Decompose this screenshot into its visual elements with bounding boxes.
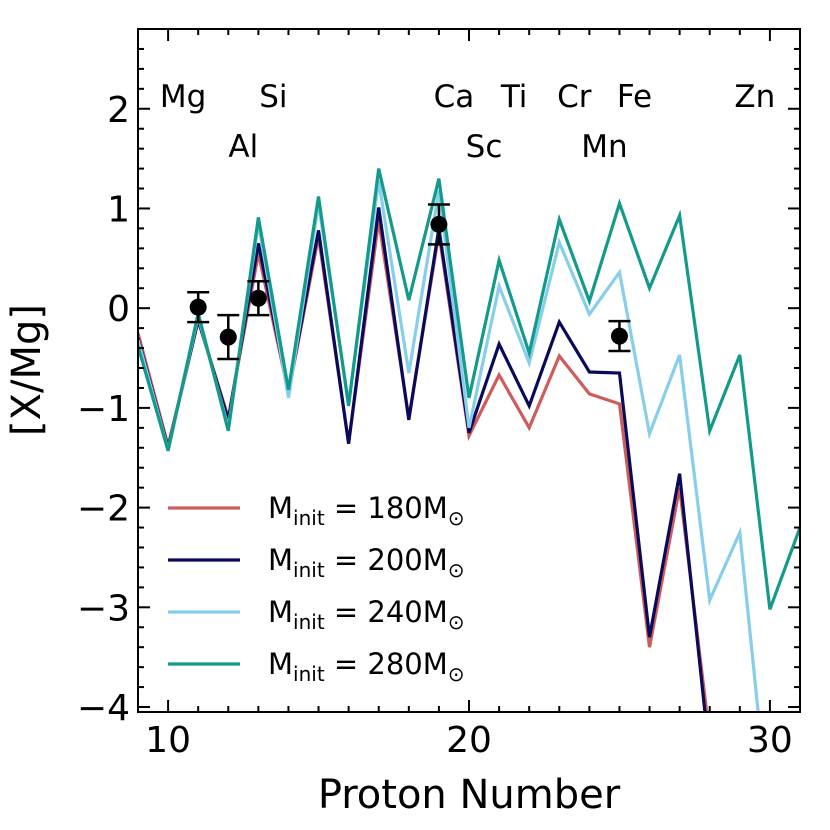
legend-entry-1: Minit = 180M⊙	[168, 491, 465, 530]
legend-entry-2: Minit = 200M⊙	[168, 543, 465, 582]
legend-label-rest: = 200M	[325, 543, 448, 577]
legend-label-sym: ⊙	[448, 610, 465, 634]
element-label-zn: Zn	[734, 79, 775, 115]
observation-marker	[249, 289, 267, 307]
element-label-al: Al	[228, 129, 258, 165]
element-label-sc: Sc	[466, 129, 503, 165]
observation-2	[217, 313, 240, 361]
y-tick-label: 2	[107, 90, 130, 131]
element-label-mn: Mn	[581, 129, 627, 165]
element-label-mg: Mg	[160, 79, 206, 115]
legend-entry-3: Minit = 240M⊙	[168, 595, 465, 634]
y-tick-label: −3	[77, 588, 130, 629]
observation-marker	[219, 328, 237, 346]
plot-background	[138, 29, 800, 712]
observation-1	[187, 290, 210, 324]
x-tick-label: 20	[446, 720, 492, 761]
element-label-si: Si	[259, 79, 287, 115]
legend-entry-4: Minit = 280M⊙	[168, 647, 465, 686]
y-tick-label: −4	[77, 688, 130, 729]
legend-label-base: M	[268, 543, 293, 577]
legend-label: Minit = 180M⊙	[268, 491, 465, 530]
x-tick-label: 30	[747, 720, 793, 761]
legend-label-base: M	[268, 491, 293, 525]
legend-label-sub: init	[293, 662, 325, 686]
legend-label-sym: ⊙	[448, 558, 465, 582]
y-tick-label: 0	[107, 289, 130, 330]
tick-layer	[137, 28, 801, 712]
legend: Minit = 180M⊙Minit = 200M⊙Minit = 240M⊙M…	[168, 491, 465, 686]
legend-label-sub: init	[293, 610, 325, 634]
x-axis-title: Proton Number	[318, 772, 621, 818]
legend-label: Minit = 240M⊙	[268, 595, 465, 634]
legend-label-base: M	[268, 595, 293, 629]
observation-4	[427, 203, 450, 246]
x-tick-label: 10	[145, 720, 191, 761]
series-layer	[138, 168, 800, 712]
legend-label-sub: init	[293, 558, 325, 582]
observation-3	[247, 280, 270, 317]
observation-marker	[610, 327, 628, 345]
observation-marker	[430, 215, 448, 233]
element-label-ti: Ti	[500, 79, 528, 115]
y-tick-label: 1	[107, 189, 130, 230]
observation-layer	[187, 203, 631, 361]
y-tick-label: −2	[77, 489, 130, 530]
element-label-fe: Fe	[617, 79, 652, 115]
legend-label-sym: ⊙	[448, 662, 465, 686]
legend-label-sym: ⊙	[448, 506, 465, 530]
y-axis-title: [X/Mg]	[4, 304, 50, 436]
element-label-cr: Cr	[557, 79, 592, 115]
observation-5	[608, 319, 631, 353]
legend-label: Minit = 200M⊙	[268, 543, 465, 582]
series-line-4	[138, 168, 800, 610]
y-tick-label: −1	[77, 389, 130, 430]
legend-label-rest: = 240M	[325, 595, 448, 629]
legend-label-rest: = 180M	[325, 491, 448, 525]
observation-marker	[189, 298, 207, 316]
element-label-ca: Ca	[434, 79, 475, 115]
legend-label-base: M	[268, 647, 293, 681]
legend-label: Minit = 280M⊙	[268, 647, 465, 686]
legend-label-sub: init	[293, 506, 325, 530]
legend-label-rest: = 280M	[325, 647, 448, 681]
